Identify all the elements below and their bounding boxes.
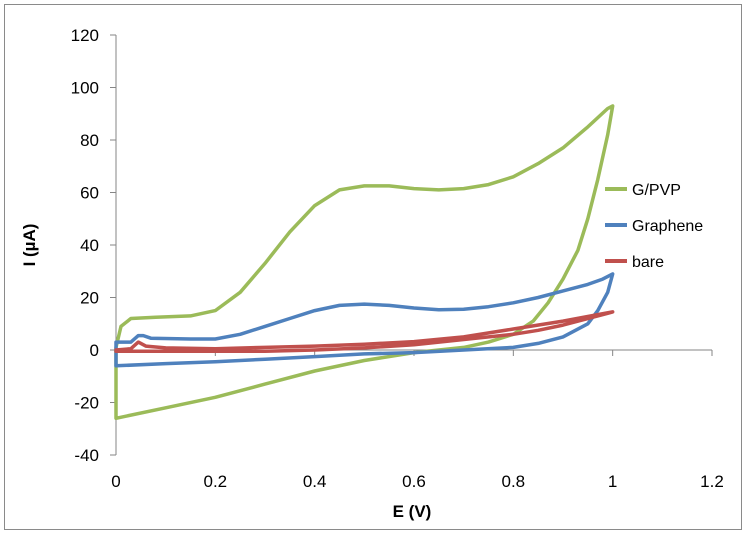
x-tick-label: 1 (608, 472, 617, 491)
series-layer (114, 104, 615, 421)
y-tick-label: 0 (90, 341, 99, 360)
x-tick-label: 0.4 (303, 472, 327, 491)
x-tick-label: 1.2 (700, 472, 724, 491)
chart-frame: -40 -20 0 20 40 60 80 100 120 0 0.2 0.4 0.6 0.8 1 1.2 G… (4, 4, 742, 530)
legend-label: bare (632, 254, 664, 271)
y-tick-label: 100 (71, 79, 99, 98)
y-tick-label: 40 (80, 236, 99, 255)
x-tick-label: 0 (111, 472, 120, 491)
cv-chart: -40 -20 0 20 40 60 80 100 120 0 0.2 0.4 0.6 0.8 1 1.2 G… (20, 26, 724, 521)
x-axis-label: E (V) (393, 502, 432, 521)
axes: -40 -20 0 20 40 60 80 100 120 0 0.2 0.4 0.6 0.8 1 1.2 (71, 26, 724, 491)
y-tick-label: 80 (80, 131, 99, 150)
y-tick-label: -40 (74, 446, 99, 465)
y-tick-label: 20 (80, 289, 99, 308)
y-axis-label: I (µA) (20, 224, 39, 267)
x-tick-label: 0.2 (204, 472, 228, 491)
x-tick-label: 0.8 (502, 472, 526, 491)
y-tick-label: -20 (74, 394, 99, 413)
legend-label: G/PVP (632, 182, 681, 199)
series-line-bare (114, 310, 615, 354)
series-line-g-pvp (114, 104, 615, 421)
x-tick-label: 0.6 (402, 472, 426, 491)
legend: G/PVP Graphene bare (605, 182, 703, 271)
series-line-graphene (114, 272, 615, 368)
y-tick-label: 60 (80, 184, 99, 203)
legend-label: Graphene (632, 218, 703, 235)
y-tick-label: 120 (71, 26, 99, 45)
